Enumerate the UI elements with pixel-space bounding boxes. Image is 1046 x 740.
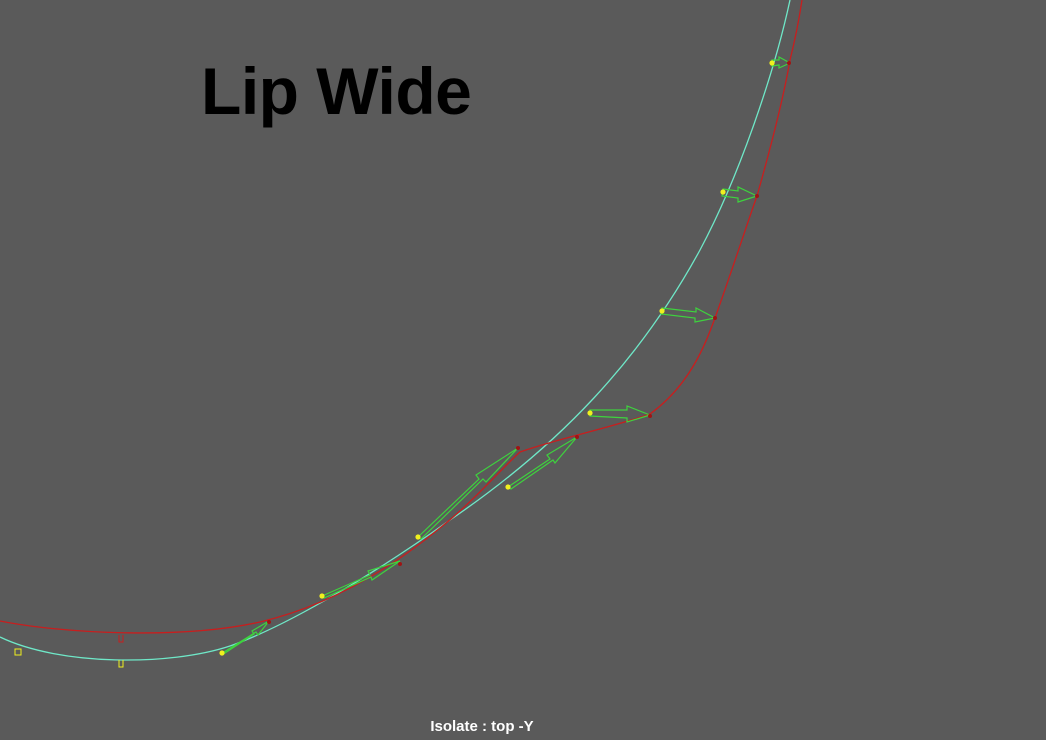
target-points <box>267 61 791 624</box>
viewport-title-label: Lip Wide <box>201 54 472 128</box>
target-point[interactable] <box>398 562 402 566</box>
u-shaped-cv-icon[interactable] <box>118 635 124 643</box>
arrow-1[interactable] <box>221 620 270 656</box>
base-curve[interactable] <box>0 0 791 661</box>
source-point[interactable] <box>219 650 225 656</box>
target-point[interactable] <box>648 414 652 418</box>
source-point[interactable] <box>769 60 775 66</box>
target-point[interactable] <box>713 316 717 320</box>
displacement-arrows <box>221 55 792 656</box>
target-point[interactable] <box>787 61 791 65</box>
source-point[interactable] <box>659 308 665 314</box>
arrow-2[interactable] <box>320 560 401 599</box>
source-point[interactable] <box>587 410 593 416</box>
source-point[interactable] <box>720 189 726 195</box>
source-points <box>219 60 775 656</box>
arrow-3[interactable] <box>417 447 519 540</box>
source-point[interactable] <box>319 593 325 599</box>
arrow-7[interactable] <box>721 186 759 203</box>
isolate-status-label: Isolate : top -Y <box>430 718 534 735</box>
arrow-4[interactable] <box>506 436 578 490</box>
arrow-8[interactable] <box>771 55 792 69</box>
source-point[interactable] <box>505 484 511 490</box>
target-point[interactable] <box>755 194 759 198</box>
target-point[interactable] <box>575 435 579 439</box>
target-point[interactable] <box>516 446 520 450</box>
arrow-6[interactable] <box>660 307 717 323</box>
arrow-5[interactable] <box>589 405 652 423</box>
target-point[interactable] <box>267 620 271 624</box>
deformed-curve[interactable] <box>0 0 803 634</box>
u-shaped-cv-icon[interactable] <box>118 660 124 668</box>
square-pivot-icon[interactable] <box>14 648 22 656</box>
source-point[interactable] <box>415 534 421 540</box>
